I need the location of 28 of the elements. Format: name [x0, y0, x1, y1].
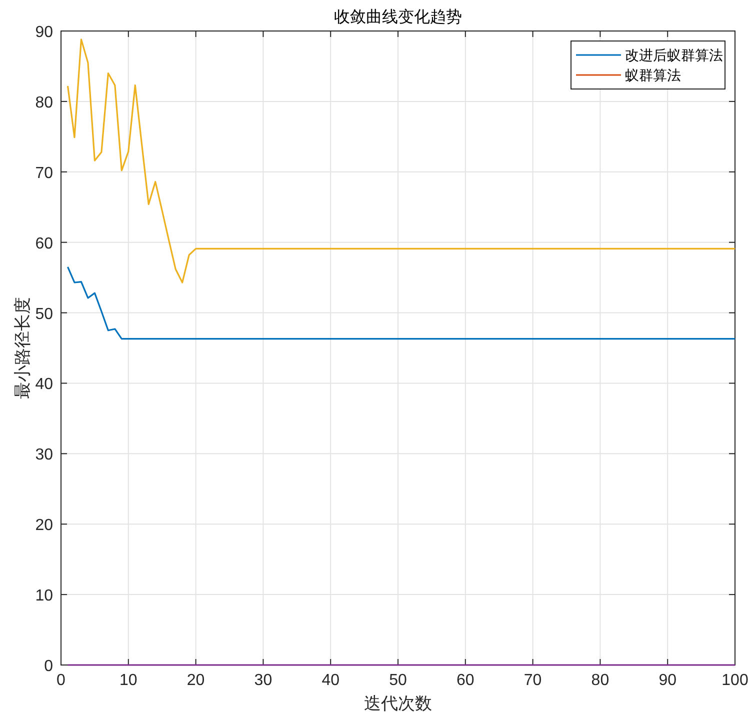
y-tick-label: 30	[35, 446, 54, 464]
legend-label: 蚁群算法	[625, 68, 681, 84]
y-tick-label: 0	[44, 658, 54, 675]
y-tick-label: 40	[35, 376, 54, 394]
y-tick-label: 80	[35, 94, 54, 112]
y-tick-label: 90	[35, 24, 54, 41]
x-tick-label: 20	[186, 672, 205, 689]
y-axis-title: 最小路径长度	[13, 297, 32, 399]
x-axis-title: 迭代次数	[364, 694, 432, 713]
x-tick-label: 0	[56, 672, 66, 689]
x-tick-label: 40	[322, 672, 340, 689]
y-tick-label: 60	[35, 235, 54, 252]
y-tick-label: 70	[35, 164, 54, 182]
y-tick-label: 50	[35, 306, 54, 323]
line-series	[66, 38, 736, 284]
x-tick-label: 80	[591, 672, 610, 689]
x-tick-label: 100	[722, 672, 748, 689]
x-tick-label: 60	[456, 672, 474, 689]
y-tick-label: 10	[35, 588, 54, 605]
chart-title: 收敛曲线变化趋势	[334, 8, 462, 26]
x-tick-label: 30	[254, 672, 272, 689]
line-series	[66, 266, 736, 340]
y-tick-label: 20	[35, 517, 54, 534]
legend-label: 改进后蚁群算法	[625, 48, 723, 64]
x-tick-label: 70	[524, 672, 542, 689]
x-tick-label: 50	[389, 672, 407, 689]
x-tick-label: 10	[120, 672, 138, 689]
x-tick-label: 90	[658, 672, 677, 689]
